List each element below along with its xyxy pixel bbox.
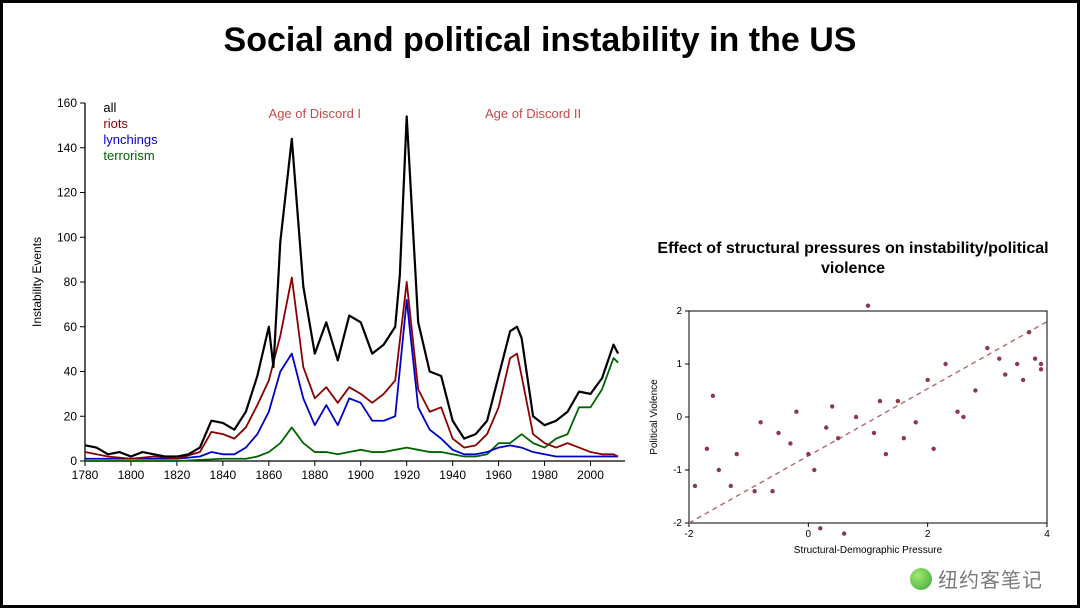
svg-text:160: 160 bbox=[57, 96, 77, 110]
svg-text:-2: -2 bbox=[673, 518, 682, 529]
svg-text:1780: 1780 bbox=[72, 468, 99, 482]
svg-text:1800: 1800 bbox=[118, 468, 145, 482]
svg-text:100: 100 bbox=[57, 230, 77, 244]
watermark-text: 纽约客笔记 bbox=[938, 564, 1043, 593]
svg-text:Structural-Demographic Pressur: Structural-Demographic Pressure bbox=[794, 545, 943, 556]
svg-text:2: 2 bbox=[676, 306, 682, 317]
svg-text:terrorism: terrorism bbox=[103, 148, 154, 163]
svg-text:1900: 1900 bbox=[347, 468, 374, 482]
svg-text:1840: 1840 bbox=[210, 468, 237, 482]
svg-text:1980: 1980 bbox=[531, 468, 558, 482]
svg-text:-1: -1 bbox=[673, 465, 682, 476]
svg-text:all: all bbox=[103, 100, 116, 115]
svg-text:Age of Discord I: Age of Discord I bbox=[269, 106, 362, 121]
svg-text:1880: 1880 bbox=[301, 468, 328, 482]
svg-text:2000: 2000 bbox=[577, 468, 604, 482]
svg-text:0: 0 bbox=[70, 454, 77, 468]
svg-text:1: 1 bbox=[676, 359, 682, 370]
svg-text:140: 140 bbox=[57, 141, 77, 155]
svg-text:1960: 1960 bbox=[485, 468, 512, 482]
svg-text:60: 60 bbox=[64, 320, 78, 334]
svg-text:Age of Discord II: Age of Discord II bbox=[485, 106, 581, 121]
svg-text:-2: -2 bbox=[685, 529, 694, 540]
svg-text:Instability Events: Instability Events bbox=[30, 237, 44, 327]
line-chart: 0 20 40 60 80 100 120 140 160 1780 1800 1820 1840 186… bbox=[25, 93, 635, 491]
svg-text:0: 0 bbox=[806, 529, 812, 540]
watermark: 纽约客笔记 bbox=[910, 564, 1043, 593]
scatter-chart: -2 -1 0 1 2 -2 0 2 4 Structural-Demographic Press… bbox=[643, 303, 1063, 557]
scatter-title: Effect of structural pressures on instab… bbox=[643, 239, 1063, 279]
svg-text:120: 120 bbox=[57, 186, 77, 200]
svg-text:40: 40 bbox=[64, 365, 78, 379]
svg-text:1940: 1940 bbox=[439, 468, 466, 482]
wechat-icon bbox=[910, 568, 932, 590]
svg-text:1920: 1920 bbox=[393, 468, 420, 482]
svg-text:20: 20 bbox=[64, 409, 78, 423]
svg-text:80: 80 bbox=[64, 275, 78, 289]
svg-text:1820: 1820 bbox=[164, 468, 191, 482]
svg-text:4: 4 bbox=[1044, 529, 1050, 540]
svg-text:1860: 1860 bbox=[255, 468, 282, 482]
svg-text:lynchings: lynchings bbox=[103, 132, 158, 147]
svg-text:riots: riots bbox=[103, 116, 128, 131]
svg-text:Political Violence: Political Violence bbox=[649, 379, 660, 455]
svg-text:0: 0 bbox=[676, 412, 682, 423]
page-title: Social and political instability in the … bbox=[3, 21, 1077, 60]
svg-text:2: 2 bbox=[925, 529, 931, 540]
